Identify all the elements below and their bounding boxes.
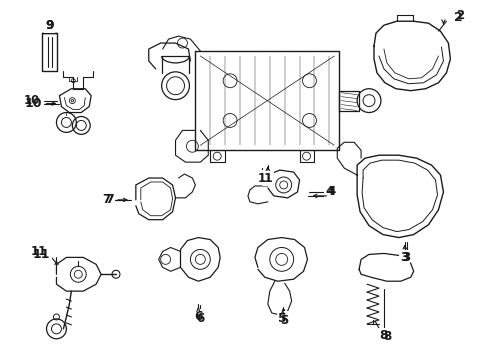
Text: 11: 11 — [33, 248, 50, 261]
Text: 4: 4 — [326, 185, 335, 198]
Text: 10: 10 — [25, 97, 42, 110]
Text: 8: 8 — [379, 329, 387, 342]
Text: 11: 11 — [30, 245, 47, 258]
Text: 2: 2 — [455, 9, 464, 22]
Text: 5: 5 — [278, 312, 286, 325]
Text: 8: 8 — [382, 330, 390, 343]
Text: 6: 6 — [194, 310, 202, 323]
Text: 3: 3 — [402, 251, 410, 264]
Text: 1: 1 — [263, 171, 272, 185]
Text: 5: 5 — [279, 314, 287, 327]
Text: 3: 3 — [400, 251, 408, 264]
Text: 9: 9 — [45, 19, 54, 32]
Text: 2: 2 — [453, 11, 462, 24]
Text: 7: 7 — [102, 193, 110, 206]
Text: 6: 6 — [196, 312, 204, 325]
Text: 7: 7 — [104, 193, 113, 206]
Text: 1: 1 — [257, 171, 265, 185]
Text: 10: 10 — [23, 94, 40, 107]
Text: 9: 9 — [45, 19, 54, 32]
Text: 4: 4 — [325, 185, 333, 198]
